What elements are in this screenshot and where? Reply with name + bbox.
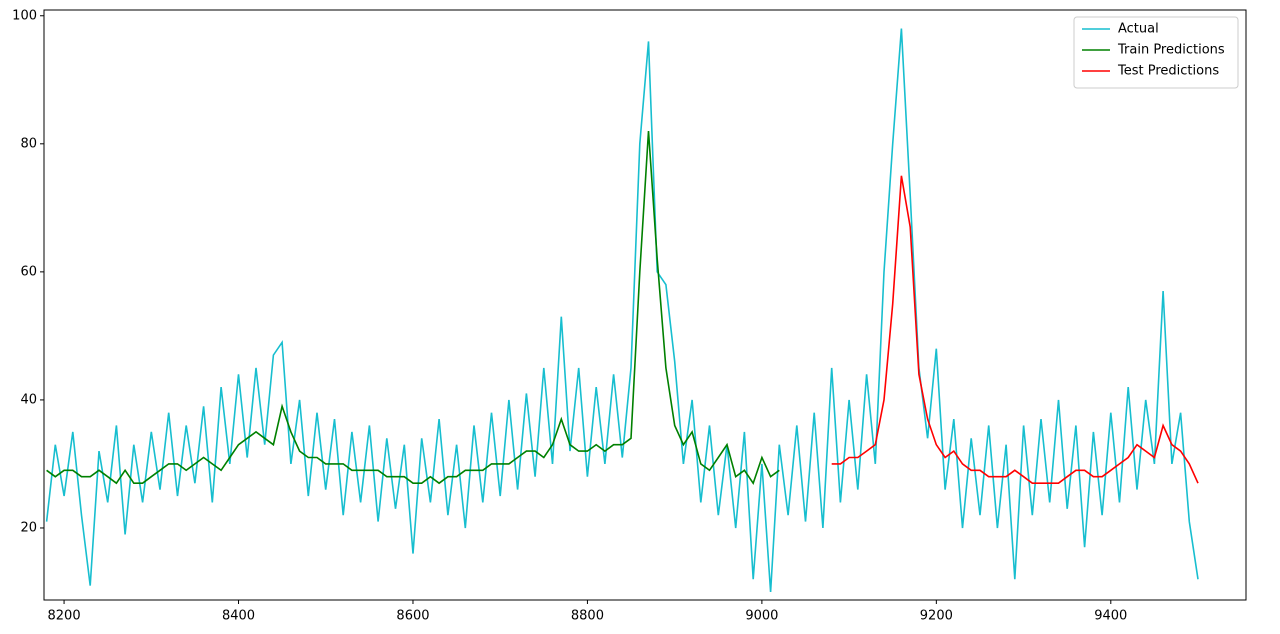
y-tick-label: 100 <box>12 8 37 23</box>
x-tick-label: 8200 <box>48 609 81 624</box>
legend-box <box>1073 16 1239 89</box>
legend-label: Train Predictions <box>1117 43 1225 58</box>
y-tick-label: 40 <box>20 392 37 407</box>
plot-frame <box>43 9 1247 601</box>
legend-label: Test Predictions <box>1117 64 1219 79</box>
series-line <box>831 175 1199 484</box>
series-line <box>45 28 1199 593</box>
x-tick-label: 9400 <box>1094 609 1127 624</box>
x-tick-label: 8800 <box>571 609 604 624</box>
y-tick-label: 80 <box>20 136 37 151</box>
x-tick-label: 8400 <box>222 609 255 624</box>
x-tick-label: 8600 <box>396 609 429 624</box>
x-tick-label: 9200 <box>920 609 953 624</box>
legend-label: Actual <box>1118 22 1159 37</box>
y-tick-label: 60 <box>20 264 37 279</box>
series-line <box>46 130 780 485</box>
y-tick-label: 20 <box>20 520 37 535</box>
x-tick-label: 9000 <box>745 609 778 624</box>
